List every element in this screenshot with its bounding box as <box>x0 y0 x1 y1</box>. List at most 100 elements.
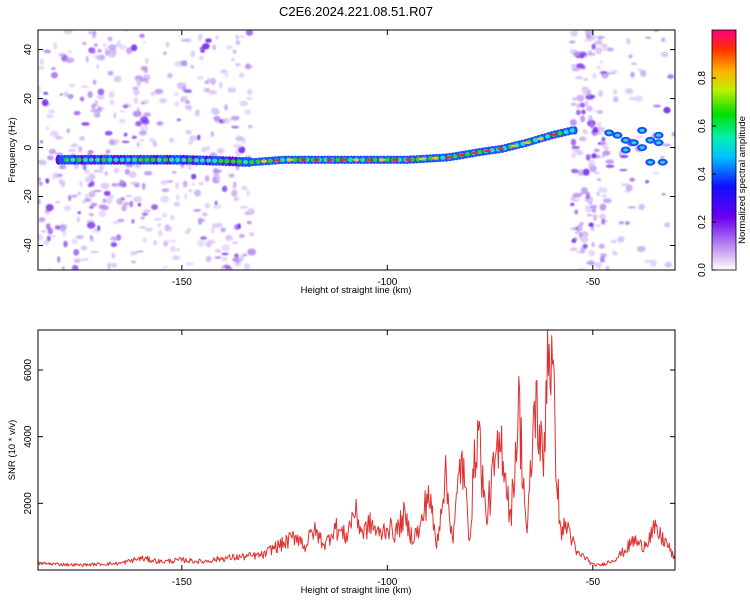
spectrogram-noise-blob <box>231 189 238 197</box>
spectrogram-noise-blob <box>170 214 175 221</box>
spectrogram-noise-blob <box>585 30 593 36</box>
colorbar-tick-label: 0.8 <box>697 71 708 85</box>
spectrogram-noise-blob <box>235 40 241 46</box>
spectrogram-noise-blob <box>116 198 123 205</box>
spectrogram-noise-blob <box>630 71 635 78</box>
spectrogram-noise-blob <box>39 58 44 65</box>
spectrogram-noise-blob <box>153 240 157 246</box>
spectrogram-noise-blob <box>183 81 187 87</box>
spectrogram-noise-blob <box>232 241 238 245</box>
spectrogram-ridge-mid <box>76 157 82 162</box>
spectrogram-noise-blob <box>39 181 43 186</box>
spectrogram-noise-blob <box>235 135 244 142</box>
spectrogram-noise-blob <box>82 200 87 204</box>
spectrogram-noise-blob <box>610 239 617 244</box>
spectrogram-noise-blob <box>139 130 147 136</box>
spectrogram-noise-blob <box>194 189 201 197</box>
spectrogram-noise-blob <box>571 102 576 106</box>
spectrogram-noise-blob <box>209 239 216 245</box>
spectrogram-noise-blob <box>189 135 197 142</box>
spectrogram-noise-blob <box>79 96 85 102</box>
spectrogram-ridge-mid <box>82 157 88 162</box>
snr-x-tick-label: -50 <box>586 577 601 588</box>
spectrogram-noise-blob <box>618 151 623 157</box>
spectrogram-noise-blob <box>199 218 206 223</box>
spectrogram-noise-blob <box>123 132 128 137</box>
spectrogram-noise-blob <box>233 196 239 201</box>
spectrogram-noise-blob <box>102 42 107 48</box>
spectrogram-ridge-mid <box>323 157 329 162</box>
spectrogram-ridge-mid <box>218 158 224 164</box>
spectrogram-noise-blob <box>91 103 96 109</box>
spectrogram-noise-blob <box>119 118 126 124</box>
spectrogram-noise-blob <box>92 79 97 85</box>
spectrogram-noise-blob <box>70 143 79 148</box>
spectrogram-ridge-mid <box>175 157 181 162</box>
spectrogram-y-tick-label: 40 <box>23 44 34 56</box>
spectrogram-noise-blob <box>90 250 99 254</box>
spectrogram-noise-blob <box>575 224 583 232</box>
spectrogram-noise-blob <box>45 178 50 184</box>
spectrogram-noise-blob <box>667 74 674 79</box>
spectrogram-ridge-mid <box>347 157 353 162</box>
spectrogram-noise-blob <box>625 184 633 192</box>
spectrogram-noise-blob <box>38 177 42 182</box>
spectrogram-noise-blob <box>89 205 94 209</box>
spectrogram-noise-blob <box>93 170 101 173</box>
spectrogram-noise-blob <box>243 263 251 270</box>
spectrogram-noise-blob <box>570 138 577 146</box>
spectrogram-ridge-core <box>550 133 557 137</box>
spectrogram-noise-blob <box>97 88 105 96</box>
spectrogram-noise-blob <box>153 218 162 221</box>
spectrogram-noise-blob <box>185 129 192 135</box>
spectrogram-noise-blob <box>583 131 589 135</box>
snr-y-tick-label: 4000 <box>23 425 34 448</box>
spectrogram-panel: -150 -100 -50 -40 -20 0 20 40 Height of straig… <box>7 29 676 296</box>
spectrogram-ridge-mid <box>557 131 563 136</box>
spectrogram-noise-blob <box>601 218 606 225</box>
spectrogram-noise-blob <box>662 143 672 147</box>
spectrogram-ridge-mid <box>545 134 551 139</box>
spectrogram-noise-blob <box>173 92 180 96</box>
spectrogram-noise-blob <box>235 34 239 40</box>
spectrogram-noise-blob <box>628 97 637 100</box>
spectrogram-ridge-mid <box>193 158 199 163</box>
colorbar-tick-label: 0.2 <box>697 215 708 229</box>
spectrogram-noise-blob <box>139 226 147 229</box>
spectrogram-ridge-core <box>365 158 373 162</box>
spectrogram-noise-blob <box>221 252 229 256</box>
figure-title: C2E6.2024.221.08.51.R07 <box>279 4 433 19</box>
spectrogram-noise-blob <box>660 51 669 58</box>
spectrogram-noise-blob <box>84 168 90 175</box>
spectrogram-noise-blob <box>163 51 167 56</box>
spectrogram-noise-blob <box>597 126 605 132</box>
colorbar: 0.0 0.2 0.4 0.6 0.8 Normalized spectral ampl… <box>697 29 748 277</box>
spectrogram-ridge-core <box>392 158 399 162</box>
spectrogram-noise-blob <box>569 227 576 231</box>
spectrogram-noise-blob <box>90 202 98 207</box>
snr-y-tick-label: 2000 <box>23 492 34 515</box>
spectrogram-noise-layer <box>38 30 675 270</box>
spectrogram-noise-blob <box>63 91 69 97</box>
spectrogram-noise-blob <box>605 265 610 270</box>
spectrogram-noise-blob <box>235 62 242 67</box>
spectrogram-noise-blob <box>590 95 596 98</box>
spectrogram-cluster-core <box>623 138 629 142</box>
spectrogram-noise-blob <box>82 41 87 45</box>
spectrogram-noise-blob <box>200 49 205 53</box>
snr-frame <box>37 329 676 571</box>
spectrogram-ridge-core <box>471 151 478 155</box>
spectrogram-noise-blob <box>38 234 44 241</box>
spectrogram-ridge-core <box>510 144 518 148</box>
spectrogram-noise-blob <box>96 63 100 70</box>
spectrogram-noise-blob <box>125 194 133 198</box>
spectrogram-noise-blob <box>591 153 597 159</box>
spectrogram-ridge-mid <box>242 159 249 165</box>
spectrogram-noise-blob <box>139 139 145 142</box>
spectrogram-noise-blob <box>636 67 643 72</box>
spectrogram-noise-blob <box>71 194 78 198</box>
spectrogram-noise-blob <box>170 245 176 253</box>
spectrogram-noise-blob <box>116 40 121 44</box>
spectrogram-ridge-core <box>536 137 544 141</box>
